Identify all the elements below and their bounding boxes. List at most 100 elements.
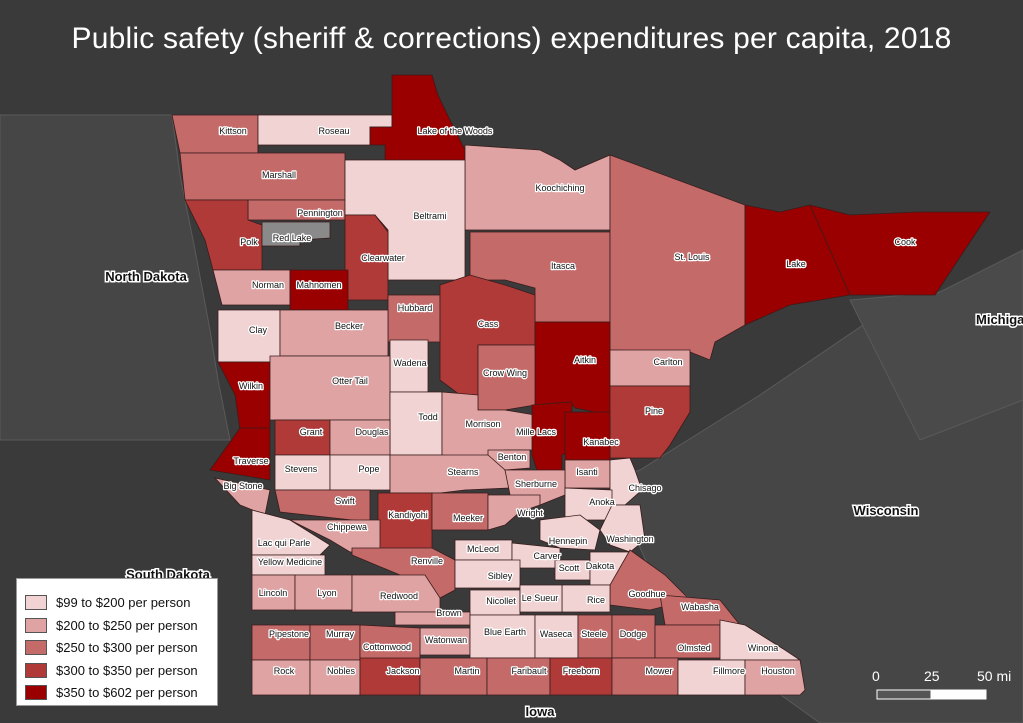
scale-bar xyxy=(876,689,987,700)
legend-label-3: $250 to $300 per person xyxy=(56,639,198,655)
county-label-grant: Grant xyxy=(300,427,323,437)
county-label-morrison: Morrison xyxy=(465,419,500,429)
county-label-chippewa: Chippewa xyxy=(327,522,367,532)
county-label-itasca: Itasca xyxy=(551,261,575,271)
county-label-dakota: Dakota xyxy=(586,561,615,571)
county-becker xyxy=(279,309,389,357)
iowa-label: Iowa xyxy=(526,704,556,719)
county-label-hennepin: Hennepin xyxy=(549,536,588,546)
county-kandiyohi xyxy=(377,492,433,551)
county-label-rock: Rock xyxy=(274,666,295,676)
scale-bar-dark-segment xyxy=(876,689,932,700)
county-label-kittson: Kittson xyxy=(219,126,247,136)
county-le-sueur xyxy=(519,584,563,613)
county-label-todd: Todd xyxy=(418,412,438,422)
county-swift xyxy=(274,489,371,523)
county-label-wabasha: Wabasha xyxy=(681,602,719,612)
legend-swatch-5 xyxy=(25,684,47,700)
county-label-wilkin: Wilkin xyxy=(239,381,263,391)
county-layer xyxy=(171,74,991,696)
county-red-lake xyxy=(261,221,331,247)
county-label-norman: Norman xyxy=(252,280,284,290)
county-label-otter-tail: Otter Tail xyxy=(332,376,368,386)
county-label-blue-earth: Blue Earth xyxy=(484,627,526,637)
county-freeborn xyxy=(549,657,613,696)
county-label-nicollet: Nicollet xyxy=(486,596,516,606)
county-label-pennington: Pennington xyxy=(297,208,343,218)
county-label-yellow-medicine: Yellow Medicine xyxy=(258,557,322,567)
legend-label-2: $200 to $250 per person xyxy=(56,617,198,633)
county-label-watonwan: Watonwan xyxy=(425,635,467,645)
county-label-washington: Washington xyxy=(606,534,653,544)
legend-item: $200 to $250 per person xyxy=(25,616,198,634)
county-label-cook: Cook xyxy=(894,237,916,247)
county-cook xyxy=(809,204,991,296)
county-label-red-lake: Red Lake xyxy=(273,233,312,243)
county-faribault xyxy=(486,657,551,696)
county-label-le-sueur: Le Sueur xyxy=(522,593,559,603)
county-label-goodhue: Goodhue xyxy=(628,589,665,599)
county-mille-lacs xyxy=(531,401,573,481)
county-label-lake: Lake xyxy=(786,259,806,269)
county-polk xyxy=(184,199,263,271)
legend-label-4: $300 to $350 per person xyxy=(56,662,198,678)
county-label-becker: Becker xyxy=(335,321,363,331)
county-label-fillmore: Fillmore xyxy=(713,666,745,676)
county-label-nobles: Nobles xyxy=(327,666,356,676)
county-wright xyxy=(487,494,541,531)
county-label-murray: Murray xyxy=(326,629,355,639)
county-label-roseau: Roseau xyxy=(318,126,349,136)
county-label-traverse: Traverse xyxy=(233,456,268,466)
legend-item: $250 to $300 per person xyxy=(25,638,198,656)
legend-item: $99 to $200 per person xyxy=(25,593,190,611)
county-label-st-louis: St. Louis xyxy=(674,252,710,262)
county-label-redwood: Redwood xyxy=(380,591,418,601)
legend-swatch-2 xyxy=(25,617,47,633)
county-label-scott: Scott xyxy=(559,563,580,573)
county-label-waseca: Waseca xyxy=(540,629,572,639)
county-lac-qui-parle xyxy=(251,509,331,556)
county-hennepin xyxy=(539,514,601,551)
county-label-mower: Mower xyxy=(645,666,672,676)
county-label-steele: Steele xyxy=(581,629,607,639)
county-label-beltrami: Beltrami xyxy=(413,211,446,221)
county-grant xyxy=(274,419,331,456)
legend-item: $350 to $602 per person xyxy=(25,683,198,701)
county-label-stearns: Stearns xyxy=(447,467,479,477)
county-lake xyxy=(744,204,851,326)
county-label-kandiyohi: Kandiyohi xyxy=(388,510,428,520)
county-label-benton: Benton xyxy=(498,452,527,462)
county-label-faribault: Faribault xyxy=(511,666,547,676)
county-label-brown: Brown xyxy=(436,608,462,618)
county-todd xyxy=(389,391,443,456)
county-kanabec xyxy=(564,411,611,461)
north-dakota-region xyxy=(0,114,231,441)
wisconsin-label: Wisconsin xyxy=(854,503,919,518)
county-mahnomen xyxy=(289,269,349,311)
county-label-lake-of-the-woods: Lake of the Woods xyxy=(418,126,493,136)
county-label-douglas: Douglas xyxy=(355,427,389,437)
county-label-crow-wing: Crow Wing xyxy=(483,368,527,378)
county-label-sherburne: Sherburne xyxy=(515,479,557,489)
county-label-marshall: Marshall xyxy=(262,170,296,180)
county-label-houston: Houston xyxy=(761,666,795,676)
county-carlton xyxy=(609,349,691,387)
county-label-chisago: Chisago xyxy=(628,483,661,493)
legend-label-5: $350 to $602 per person xyxy=(56,684,198,700)
north-dakota-label: North Dakota xyxy=(105,269,187,284)
county-label-dodge: Dodge xyxy=(620,629,647,639)
county-label-carlton: Carlton xyxy=(653,357,682,367)
county-koochiching xyxy=(464,144,611,231)
map-title: Public safety (sheriff & corrections) ex… xyxy=(71,22,952,55)
county-label-mcleod: McLeod xyxy=(467,544,499,554)
scale-end: 50 mi xyxy=(977,668,1012,684)
county-winona xyxy=(719,619,802,661)
county-label-wadena: Wadena xyxy=(393,358,426,368)
county-label-lac-qui-parle: Lac qui Parle xyxy=(258,538,311,548)
scale-mid: 25 xyxy=(924,668,940,684)
county-label-mahnomen: Mahnomen xyxy=(296,280,341,290)
legend-swatch-3 xyxy=(25,639,47,655)
county-jackson xyxy=(359,657,421,696)
legend-label-1: $99 to $200 per person xyxy=(56,594,191,610)
